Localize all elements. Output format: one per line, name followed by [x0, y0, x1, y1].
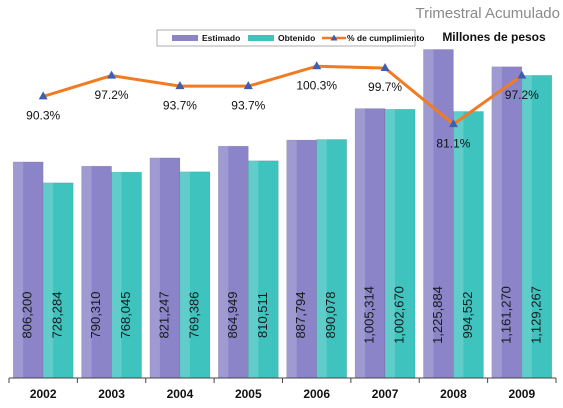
- data-label: 99.7%: [368, 80, 402, 94]
- bar: [453, 111, 484, 379]
- bar-shade: [218, 146, 229, 378]
- data-label: 728,284: [50, 292, 65, 339]
- bar: [521, 75, 553, 379]
- bar-shade: [453, 111, 464, 378]
- legend-label: Estimado: [202, 33, 240, 43]
- data-label: 1,161,270: [498, 286, 513, 344]
- bar-shade: [355, 108, 366, 378]
- chart-subtitle: Millones de pesos: [442, 30, 546, 44]
- bar-shade: [521, 75, 532, 378]
- data-label: 100.3%: [296, 78, 337, 92]
- legend-label: Obtenido: [278, 33, 315, 43]
- marker: [517, 70, 527, 79]
- x-tick-label: 2003: [98, 387, 125, 401]
- x-tick-label: 2009: [508, 387, 535, 401]
- data-label: 821,247: [156, 292, 171, 339]
- bar-shade: [43, 182, 54, 378]
- bar-shade: [111, 172, 122, 378]
- bar: [12, 161, 44, 379]
- bar: [286, 139, 317, 379]
- marker: [380, 63, 390, 72]
- data-label: 790,310: [88, 292, 103, 339]
- marker: [107, 70, 117, 79]
- x-tick-label: 2007: [372, 387, 399, 401]
- data-label: 97.2%: [505, 88, 539, 102]
- legend-marker: [330, 34, 338, 41]
- bar-shade: [13, 161, 24, 378]
- legend-label: % de cumplimiento: [347, 33, 424, 43]
- bar-shade: [316, 139, 327, 378]
- marker: [448, 119, 458, 128]
- marker: [312, 61, 322, 70]
- bar: [218, 145, 249, 379]
- data-label: 1,225,884: [430, 286, 445, 344]
- data-label: 887,794: [293, 292, 308, 339]
- data-label: 93.7%: [231, 98, 265, 112]
- legend-swatch: [248, 35, 274, 41]
- bar: [384, 108, 416, 379]
- x-tick-label: 2006: [303, 387, 330, 401]
- legend-box: [156, 29, 416, 47]
- bar-shade: [179, 171, 190, 378]
- bar-shade: [286, 140, 297, 378]
- bar-shade: [385, 109, 396, 379]
- legend-swatch: [172, 35, 198, 41]
- data-label: 768,045: [118, 292, 133, 339]
- data-label: 1,129,267: [528, 286, 543, 344]
- bar: [316, 139, 347, 379]
- bar: [354, 108, 386, 379]
- marker: [243, 81, 253, 90]
- data-label: 90.3%: [26, 109, 60, 123]
- x-tick-label: 2005: [235, 387, 262, 401]
- bar: [491, 66, 523, 379]
- x-tick-label: 2004: [167, 387, 194, 401]
- data-label: 93.7%: [163, 98, 197, 112]
- marker: [38, 91, 48, 100]
- bar-shade: [248, 160, 259, 378]
- bar: [248, 160, 279, 379]
- data-label: 1,002,670: [392, 286, 407, 344]
- bar-shade: [81, 166, 92, 378]
- data-label: 1,005,314: [362, 286, 377, 344]
- x-tick-label: 2002: [30, 387, 57, 401]
- bar: [179, 171, 211, 379]
- bar-shade: [423, 49, 434, 379]
- data-label: 994,552: [460, 292, 475, 339]
- data-label: 890,078: [323, 292, 338, 339]
- data-label: 864,949: [225, 292, 240, 339]
- bar-shade: [149, 157, 160, 378]
- data-label: 810,511: [255, 292, 270, 338]
- chart-title: Trimestral Acumulado: [416, 5, 561, 22]
- data-label: 81.1%: [436, 136, 470, 150]
- data-label: 97.2%: [95, 88, 129, 102]
- marker: [175, 81, 185, 90]
- bar: [111, 171, 142, 379]
- bar-shade: [491, 66, 502, 379]
- line: [42, 64, 523, 127]
- data-label: 806,200: [20, 292, 35, 339]
- data-label: 769,386: [186, 292, 201, 339]
- bar: [149, 157, 181, 379]
- x-tick-label: 2008: [440, 387, 467, 401]
